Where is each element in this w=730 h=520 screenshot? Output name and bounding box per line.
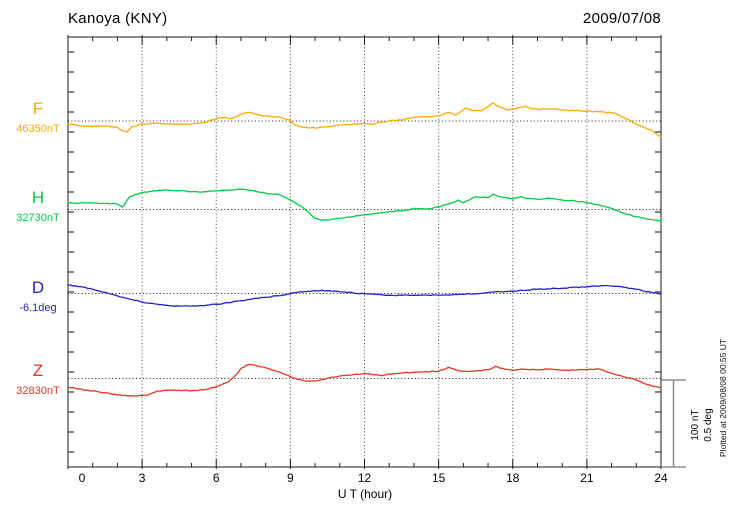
scale-bar-label: 100 nT 0.5 deg <box>689 385 715 465</box>
component-reference-f: 46350nT <box>16 123 60 135</box>
x-axis-label: 0 <box>78 471 86 485</box>
x-axis-label: 15 <box>431 471 446 485</box>
component-letter-h: H <box>31 188 45 207</box>
plotted-at-note: Plotted at 2009/08/08 00:55 UT <box>718 338 728 458</box>
component-label-group-f: F 46350nT <box>2 100 74 135</box>
component-reference-h: 32730nT <box>16 212 60 224</box>
x-axis-label: 3 <box>138 471 146 485</box>
scale-bar-nt: 100 nT <box>690 409 701 441</box>
x-axis-title: U T (hour) <box>337 487 393 501</box>
page-title: Kanoya (KNY) <box>68 10 168 27</box>
component-letter-d: D <box>31 278 45 297</box>
x-axis-label: 9 <box>287 471 294 485</box>
component-letter-z: Z <box>32 361 44 380</box>
x-axis-label: 6 <box>212 471 220 485</box>
x-axis-label: 12 <box>357 471 372 485</box>
scale-bar-deg: 0.5 deg <box>703 408 714 442</box>
component-label-group-z: Z 32830nT <box>2 362 74 397</box>
x-axis-label: 21 <box>580 471 594 485</box>
component-label-group-d: D -6.1deg <box>2 279 74 314</box>
component-reference-d: -6.1deg <box>19 302 57 314</box>
x-axis-label: 24 <box>654 471 668 485</box>
component-reference-z: 32830nT <box>16 385 60 397</box>
plot-date: 2009/07/08 <box>582 10 661 27</box>
x-axis-label: 18 <box>506 471 520 485</box>
component-letter-f: F <box>32 99 44 118</box>
component-label-group-h: H 32730nT <box>2 189 74 224</box>
